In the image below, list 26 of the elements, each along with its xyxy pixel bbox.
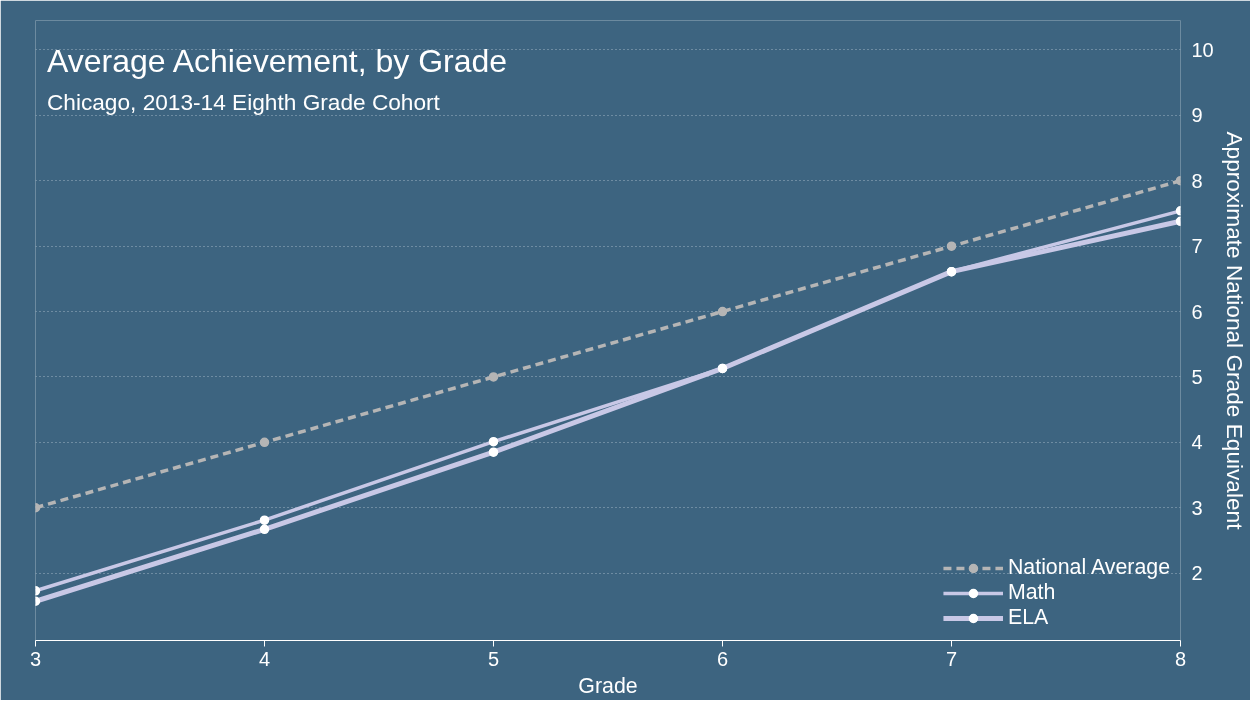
text: Chicago, 2013-14 Eighth Grade Cohort [46,89,441,116]
y-tick-label: 4 [1191,431,1203,454]
x-tick-label: 5 [487,647,500,670]
text: Average Achievement, by Grade [46,43,508,80]
y-tick-label: 3 [1191,496,1203,519]
y-tick-label: 2 [1191,562,1203,585]
point [717,306,728,317]
x-axis-title: Grade [578,673,638,698]
legend-label: National Average [1007,555,1170,580]
legend-label: Math [1007,580,1056,605]
point [946,241,957,251]
y-axis-title: Approximate National Grade Equivalent [1221,131,1248,531]
point [488,372,499,382]
y-tick-label: 9 [1191,104,1203,127]
x-tick-label: 3 [29,647,42,670]
y-tick-label: 8 [1191,169,1203,192]
x-tick-label: 6 [716,647,729,670]
y-tick-label: 7 [1191,235,1203,258]
y-tick-label: 10 [1191,38,1214,61]
x-tick-label: 4 [258,647,271,670]
x-tick-label: 8 [1174,647,1187,670]
y-tick-label: 5 [1191,365,1203,388]
x-tick-label: 7 [945,647,958,670]
y-tick-label: 6 [1191,300,1203,323]
point [259,437,270,448]
legend-label: ELA [1007,605,1049,630]
